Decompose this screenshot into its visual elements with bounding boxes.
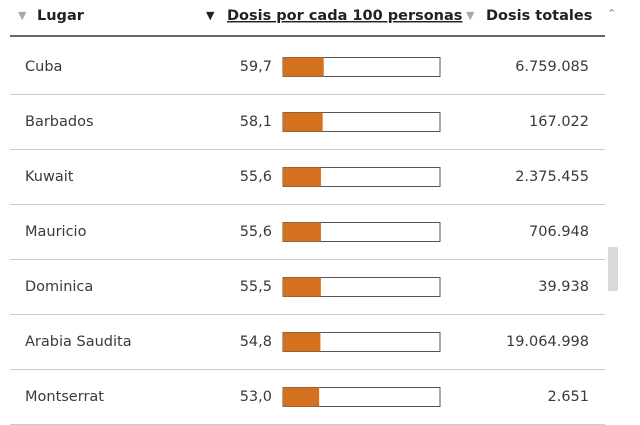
dose-value: 53,0 (240, 389, 272, 405)
place-name: Barbados (25, 114, 94, 130)
column-header[interactable]: Dosis totales (486, 8, 592, 24)
total-doses: 19.064.998 (506, 334, 589, 350)
dose-value: 55,6 (240, 224, 272, 240)
place-name: Montserrat (25, 389, 104, 405)
dose-value: 55,5 (240, 279, 272, 295)
place-name: Kuwait (25, 169, 74, 185)
total-doses: 39.938 (538, 279, 589, 295)
bar (283, 167, 321, 187)
total-doses: 167.022 (529, 114, 589, 130)
bar (283, 332, 321, 352)
place-name: Cuba (25, 59, 62, 75)
bar (283, 222, 321, 242)
scrollbar-thumb[interactable] (608, 247, 618, 291)
total-doses: 706.948 (529, 224, 589, 240)
bar (283, 57, 324, 77)
dose-value: 59,7 (240, 59, 272, 75)
place-name: Mauricio (25, 224, 87, 240)
scroll-up[interactable]: ⌃ (607, 7, 616, 20)
dose-value: 58,1 (240, 114, 272, 130)
bar (283, 112, 323, 132)
bar (283, 277, 321, 297)
dose-value: 55,6 (240, 169, 272, 185)
column-header[interactable]: Dosis por cada 100 personas (227, 8, 462, 24)
column-header[interactable]: Lugar (37, 8, 85, 24)
place-name: Arabia Saudita (25, 334, 132, 350)
place-name: Dominica (25, 279, 93, 295)
sort-icon[interactable]: ▼ (206, 9, 215, 22)
total-doses: 6.759.085 (515, 59, 589, 75)
total-doses: 2.651 (547, 389, 589, 405)
total-doses: 2.375.455 (515, 169, 589, 185)
bar (283, 387, 320, 407)
sort-icon[interactable]: ▼ (466, 9, 475, 22)
dose-value: 54,8 (240, 334, 272, 350)
sort-icon[interactable]: ▼ (18, 9, 27, 22)
